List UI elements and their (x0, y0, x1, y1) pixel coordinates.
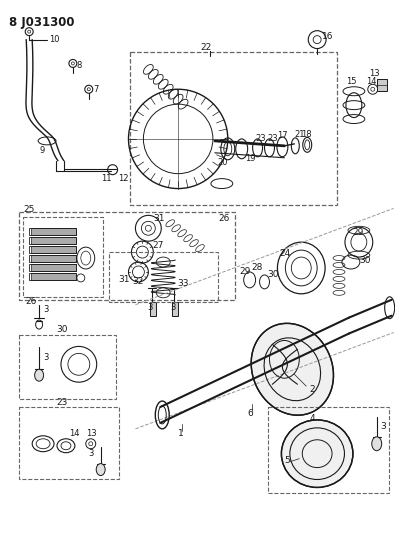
Text: 3: 3 (89, 449, 94, 458)
Text: 30: 30 (268, 270, 279, 279)
Bar (31, 228, 76, 235)
Bar (31, 255, 76, 262)
Text: 18: 18 (301, 131, 312, 140)
Text: 1: 1 (178, 429, 184, 438)
Text: 3: 3 (170, 303, 175, 312)
Text: 30: 30 (359, 255, 370, 264)
Text: 22: 22 (200, 43, 211, 52)
Bar (31, 264, 76, 271)
Text: 3: 3 (43, 305, 48, 314)
Bar (29, 246, 76, 253)
Text: 31: 31 (118, 276, 130, 285)
Text: 16: 16 (322, 32, 333, 41)
Text: 20: 20 (218, 158, 228, 167)
Bar (172, 302, 178, 316)
Bar (150, 302, 156, 316)
Text: 7: 7 (94, 85, 99, 94)
Ellipse shape (96, 464, 105, 475)
Ellipse shape (251, 324, 333, 415)
Text: 15: 15 (346, 77, 356, 86)
Text: 12: 12 (118, 174, 129, 183)
Bar (29, 237, 76, 244)
Text: 23: 23 (268, 134, 278, 143)
Text: 3: 3 (43, 353, 48, 362)
Text: 2: 2 (309, 385, 315, 394)
Text: 8 J031300: 8 J031300 (10, 16, 75, 29)
Text: 10: 10 (49, 35, 59, 44)
Text: 19: 19 (245, 154, 255, 163)
Text: 30: 30 (56, 325, 67, 334)
Text: 21: 21 (294, 131, 305, 140)
Bar (29, 264, 76, 271)
Text: 8: 8 (77, 61, 82, 70)
Text: 27: 27 (152, 241, 164, 249)
Text: 4: 4 (309, 415, 315, 423)
Text: 24: 24 (280, 248, 291, 257)
Text: 28: 28 (251, 263, 263, 272)
Text: 25: 25 (23, 205, 34, 214)
Bar (31, 273, 76, 280)
Text: 14: 14 (366, 77, 376, 86)
Text: 31: 31 (153, 214, 165, 223)
Bar (29, 255, 76, 262)
Text: 33: 33 (177, 279, 188, 288)
Bar (29, 228, 76, 235)
Text: 23: 23 (255, 134, 266, 143)
Text: 9: 9 (39, 147, 44, 155)
Text: 6: 6 (248, 409, 253, 418)
Text: 26: 26 (25, 297, 36, 306)
Text: 13: 13 (369, 69, 379, 78)
Text: 26: 26 (218, 214, 229, 223)
Ellipse shape (372, 437, 382, 451)
Bar (31, 237, 76, 244)
Text: 17: 17 (278, 132, 288, 140)
Text: 3: 3 (381, 422, 386, 431)
Bar (31, 246, 76, 253)
Text: 14: 14 (69, 429, 80, 438)
Text: 23: 23 (56, 398, 67, 407)
Bar (377, 79, 386, 91)
Text: 3: 3 (147, 303, 153, 312)
Text: 29: 29 (352, 228, 363, 237)
Text: 11: 11 (101, 174, 111, 183)
Ellipse shape (35, 369, 44, 381)
Text: 32: 32 (133, 277, 144, 286)
Bar (29, 273, 76, 280)
Text: 5: 5 (284, 456, 290, 465)
Text: 13: 13 (86, 429, 96, 438)
Ellipse shape (282, 420, 353, 488)
Text: 29: 29 (240, 268, 251, 277)
